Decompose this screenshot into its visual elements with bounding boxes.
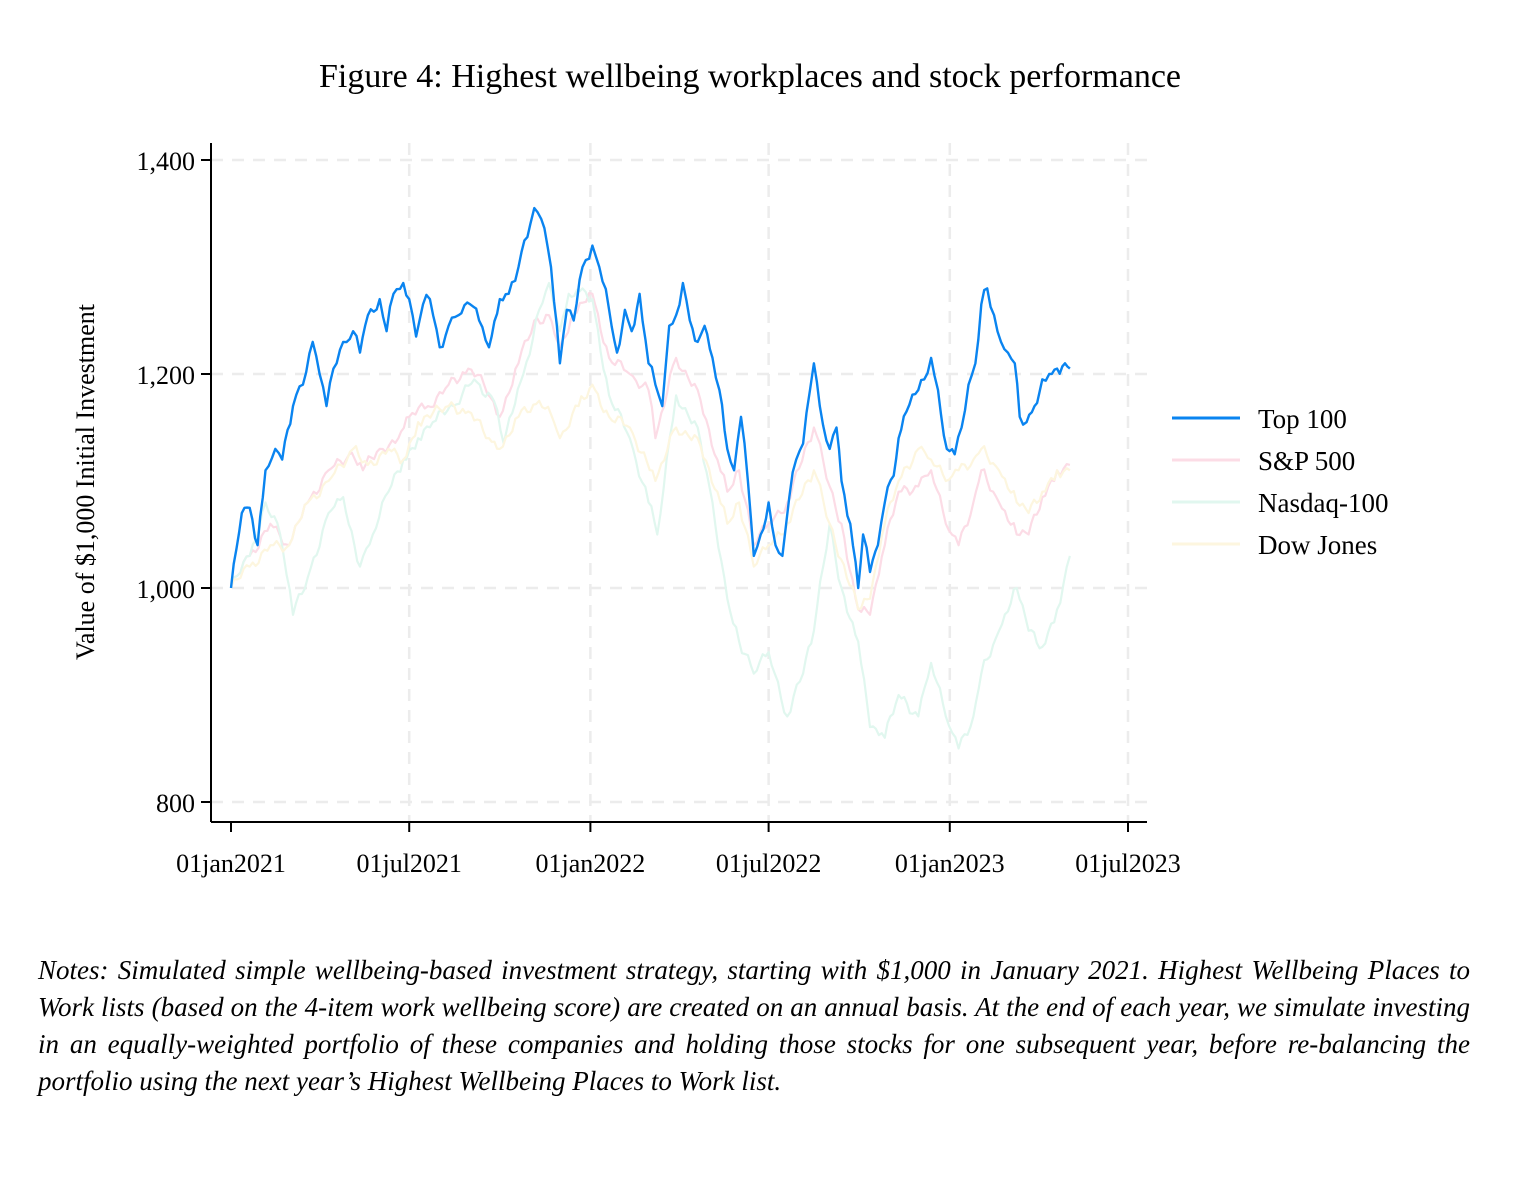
- x-tick-label: 01jul2021: [356, 849, 461, 878]
- figure-notes: Notes: Simulated simple wellbeing-based …: [38, 955, 1470, 1096]
- legend: Top 100 S&P 500 Nasdaq-100 Dow Jones: [1172, 404, 1388, 560]
- legend-label: Top 100: [1258, 404, 1347, 434]
- legend-label: S&P 500: [1258, 446, 1355, 476]
- legend-label: Dow Jones: [1258, 530, 1377, 560]
- axes: 800 1,000 1,200 1,400 01jan2021 01jul2021 01ja…: [137, 143, 1181, 878]
- x-tick-label: 01jul2023: [1075, 849, 1180, 878]
- legend-label: Nasdaq-100: [1258, 488, 1388, 518]
- figure-title: Figure 4: Highest wellbeing workplaces a…: [318, 58, 1182, 95]
- x-tick-label: 01jan2021: [176, 849, 286, 878]
- y-tick-label: 1,200: [137, 361, 196, 390]
- series-lines: [229, 206, 1071, 750]
- series-line-s-p-500: [229, 291, 1071, 616]
- series-line-top-100: [229, 206, 1071, 590]
- gridlines: [211, 143, 1147, 822]
- y-tick-label: 800: [156, 789, 195, 818]
- x-tick-label: 01jan2022: [536, 849, 646, 878]
- line-chart: Value of $1,000 Initial Investment 800 1,…: [71, 143, 1388, 878]
- y-tick-label: 1,400: [137, 147, 196, 176]
- series-line-nasdaq-100: [229, 281, 1071, 750]
- x-tick-label: 01jul2022: [716, 849, 821, 878]
- x-tick-label: 01jan2023: [895, 849, 1005, 878]
- series-line-dow-jones: [229, 383, 1071, 611]
- y-tick-label: 1,000: [137, 575, 196, 604]
- y-axis-label: Value of $1,000 Initial Investment: [71, 303, 100, 660]
